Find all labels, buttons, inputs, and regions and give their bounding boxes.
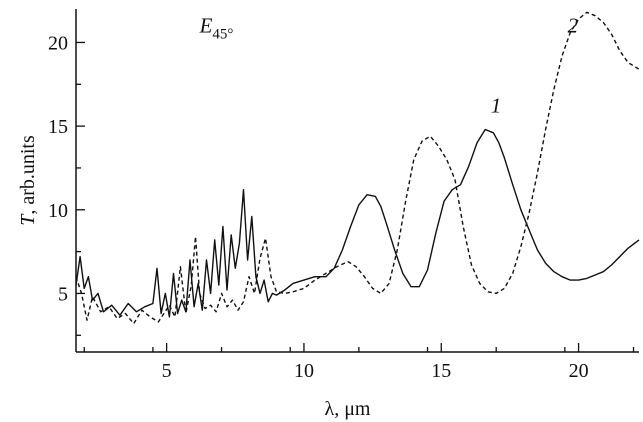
x-tick-label-20: 20 — [569, 360, 589, 382]
annotation-curve-label-1: 1 — [491, 94, 502, 118]
x-axis-label: λ, μm — [325, 398, 371, 420]
annotation-field-subscript: 45° — [212, 26, 233, 42]
y-tick-label-10: 10 — [48, 200, 68, 222]
series-line-1 — [75, 128, 640, 318]
y-tick-label-20: 20 — [48, 32, 68, 54]
y-tick-label-5: 5 — [58, 283, 68, 305]
series-layer — [75, 11, 640, 325]
x-tick-label-5: 5 — [162, 360, 172, 382]
y-tick-label-15: 15 — [48, 116, 68, 138]
annotation-field-symbol: E — [199, 13, 213, 37]
axes-layer: 5 10 15 20 5 10 15 20 λ, μm T, arb.units — [17, 9, 639, 420]
annotation-curve-label-2: 2 — [568, 13, 579, 37]
x-tick-label-10: 10 — [294, 360, 314, 382]
x-tick-label-15: 15 — [431, 360, 451, 382]
annotation-field-label: E45° — [199, 13, 234, 42]
series-line-2 — [75, 11, 640, 325]
y-axis-label: T, arb.units — [17, 135, 39, 226]
y-axis-label-unit: , arb.units — [17, 135, 39, 215]
annotation-layer: E45° 1 2 — [199, 13, 579, 117]
y-axis-label-symbol: T — [17, 213, 39, 226]
